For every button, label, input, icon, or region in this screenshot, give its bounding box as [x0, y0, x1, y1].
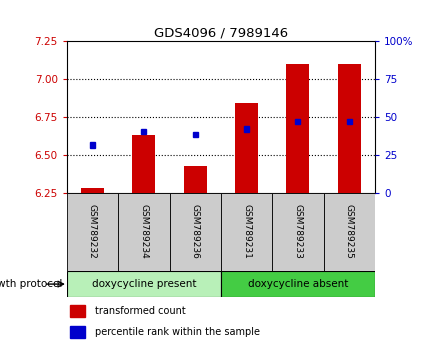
Text: GSM789233: GSM789233	[293, 204, 302, 259]
Title: GDS4096 / 7989146: GDS4096 / 7989146	[154, 27, 287, 40]
Bar	[81, 188, 104, 193]
Bar	[323, 193, 374, 271]
Bar	[272, 193, 323, 271]
Bar	[183, 166, 206, 193]
Text: GSM789231: GSM789231	[242, 204, 251, 259]
Bar	[220, 193, 272, 271]
Bar	[295, 119, 300, 124]
Bar	[337, 64, 360, 193]
Bar	[234, 103, 258, 193]
Bar	[132, 135, 155, 193]
Text: growth protocol: growth protocol	[0, 279, 62, 289]
Bar	[220, 271, 374, 297]
Text: doxycycline present: doxycycline present	[92, 279, 196, 289]
Text: GSM789235: GSM789235	[344, 204, 353, 259]
Bar	[243, 126, 249, 132]
Bar	[169, 193, 220, 271]
Bar	[192, 132, 197, 137]
Bar	[67, 271, 221, 297]
Bar	[141, 129, 146, 134]
Text: percentile rank within the sample: percentile rank within the sample	[94, 327, 259, 337]
Bar	[70, 305, 85, 317]
Text: GSM789236: GSM789236	[190, 204, 199, 259]
Text: transformed count: transformed count	[94, 306, 185, 316]
Bar	[286, 64, 309, 193]
Bar	[118, 193, 169, 271]
Text: doxycycline absent: doxycycline absent	[247, 279, 347, 289]
Bar	[67, 193, 118, 271]
Bar	[346, 119, 351, 124]
Bar	[90, 142, 95, 148]
Text: GSM789234: GSM789234	[139, 205, 148, 259]
Bar	[70, 326, 85, 338]
Text: GSM789232: GSM789232	[88, 205, 97, 259]
